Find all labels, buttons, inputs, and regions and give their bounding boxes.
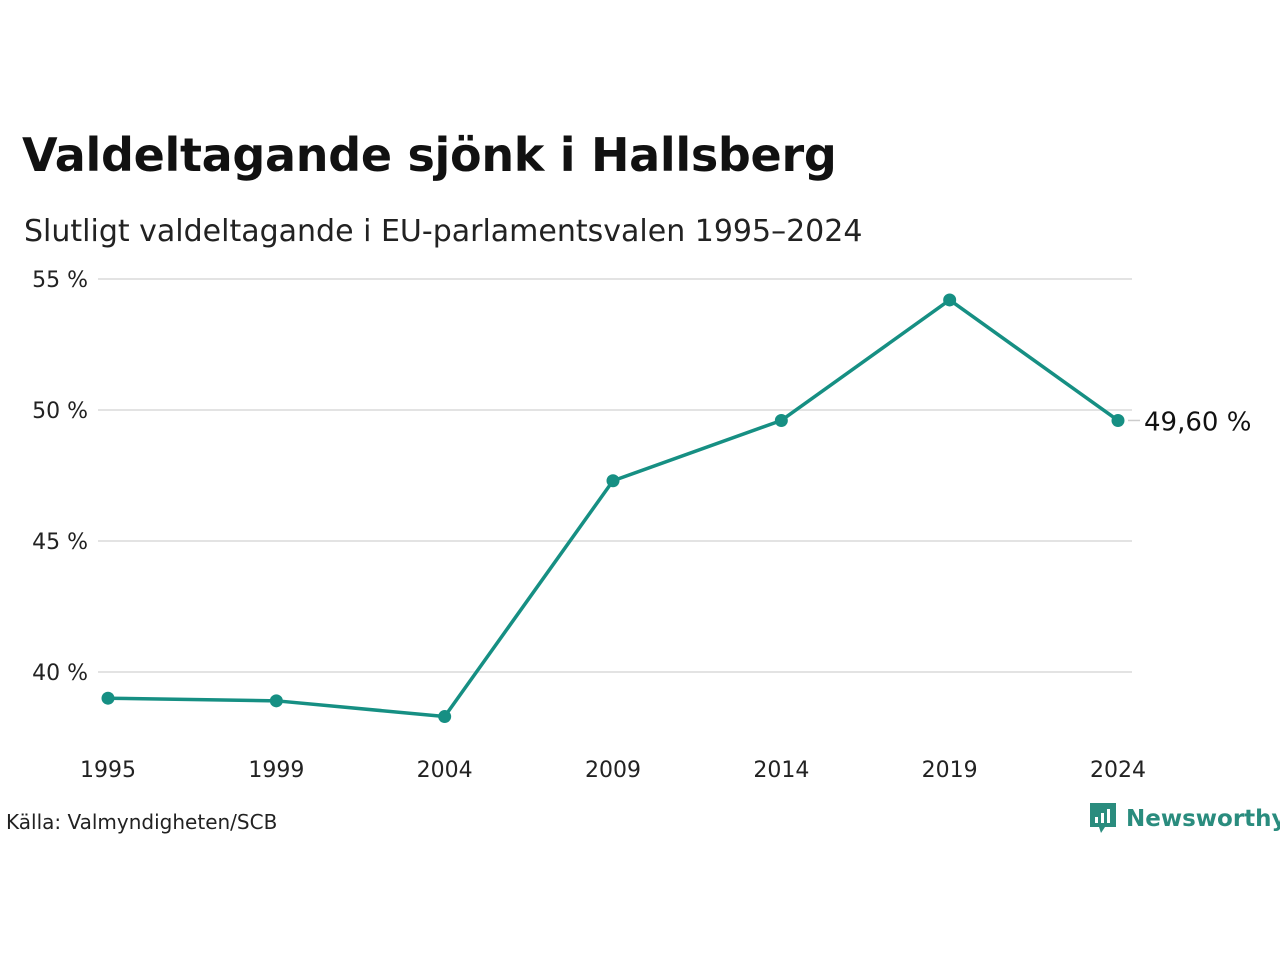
y-tick-label: 50 % bbox=[32, 399, 88, 424]
y-axis-ticks: 40 % 45 % 50 % 55 % bbox=[32, 268, 88, 686]
x-axis-ticks: 1995 1999 2004 2009 2014 2019 2024 bbox=[80, 758, 1146, 783]
brand-logo[interactable]: Newsworthy bbox=[1088, 802, 1280, 836]
y-tick-label: 55 % bbox=[32, 268, 88, 293]
x-tick-label: 2009 bbox=[585, 758, 641, 783]
end-value-label: 49,60 % bbox=[1144, 407, 1251, 437]
x-tick-label: 1995 bbox=[80, 758, 136, 783]
data-point[interactable] bbox=[1111, 413, 1125, 427]
brand-name: Newsworthy bbox=[1126, 806, 1280, 832]
x-tick-label: 2004 bbox=[417, 758, 473, 783]
series-group bbox=[101, 293, 1125, 724]
data-point[interactable] bbox=[101, 691, 115, 705]
source-note: Källa: Valmyndigheten/SCB bbox=[6, 810, 278, 834]
data-point[interactable] bbox=[438, 710, 452, 724]
y-tick-label: 45 % bbox=[32, 530, 88, 555]
x-tick-label: 2019 bbox=[922, 758, 978, 783]
gridlines bbox=[98, 278, 1132, 673]
data-point[interactable] bbox=[606, 474, 620, 488]
data-point[interactable] bbox=[943, 293, 957, 307]
data-point[interactable] bbox=[774, 413, 788, 427]
chart-subtitle: Slutligt valdeltagande i EU-parlamentsva… bbox=[24, 214, 863, 249]
x-tick-label: 2014 bbox=[753, 758, 809, 783]
x-tick-label: 1999 bbox=[248, 758, 304, 783]
series-line bbox=[106, 298, 1120, 719]
newsworthy-logo-icon bbox=[1090, 803, 1116, 833]
x-tick-label: 2024 bbox=[1090, 758, 1146, 783]
chart-title: Valdeltagande sjönk i Hallsberg bbox=[22, 128, 837, 182]
data-point[interactable] bbox=[269, 694, 283, 708]
y-tick-label: 40 % bbox=[32, 661, 88, 686]
data-labels: 49,60 % bbox=[1128, 407, 1251, 437]
